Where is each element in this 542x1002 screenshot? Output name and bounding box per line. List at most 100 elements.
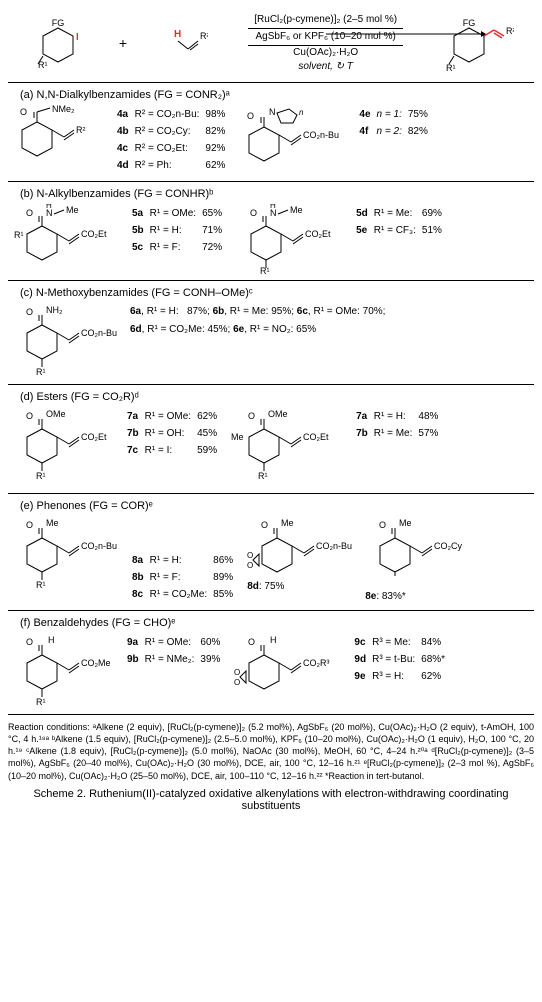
svg-text:R¹: R¹	[446, 63, 456, 71]
svg-text:O: O	[248, 411, 255, 421]
svg-text:O: O	[247, 551, 253, 560]
section-f-title: (f) Benzaldehydes (FG = CHO)ᵉ	[20, 617, 534, 629]
svg-text:OMe: OMe	[46, 409, 66, 419]
svg-text:R²: R²	[200, 31, 208, 41]
fg-label: FG	[52, 18, 65, 28]
section-a-data-1: 4aR² = CO₂n-Bu:98% 4bR² = CO₂Cy:82% 4cR²…	[115, 105, 231, 175]
svg-text:O: O	[234, 668, 240, 677]
svg-text:NH₂: NH₂	[46, 305, 63, 315]
reagent-line-3: Cu(OAc)₂·H₂O	[248, 46, 403, 60]
svg-text:R²: R²	[506, 26, 514, 36]
svg-text:CO₂n-Bu: CO₂n-Bu	[316, 541, 352, 551]
svg-text:R²: R²	[76, 125, 86, 135]
section-c-title: (c) N-Methoxybenzamides (FG = CONH–OMe)ᶜ	[20, 287, 534, 299]
svg-text:R¹: R¹	[36, 580, 46, 590]
section-f-data-2: 9cR³ = Me:84% 9dR³ = t-Bu:68%* 9eR³ = H:…	[352, 633, 451, 686]
section-d: (d) Esters (FG = CO₂R)ᵈ R¹ O OMe CO₂Et 7…	[8, 391, 534, 494]
section-b-title: (b) N-Alkylbenzamides (FG = CONHR)ᵇ	[20, 188, 534, 200]
svg-text:H: H	[174, 29, 181, 40]
svg-text:H: H	[270, 635, 277, 645]
svg-text:O: O	[26, 411, 33, 421]
svg-text:H: H	[76, 32, 78, 43]
svg-text:R¹: R¹	[260, 266, 270, 274]
mol-a-right: O N n CO₂n-Bu	[239, 105, 349, 170]
svg-text:CO₂Et: CO₂Et	[303, 432, 329, 442]
svg-text:O: O	[26, 208, 33, 218]
section-d-data-2: 7aR¹ = H:48% 7bR¹ = Me:57%	[354, 407, 444, 443]
svg-text:O: O	[247, 561, 253, 570]
svg-text:R¹: R¹	[36, 697, 46, 707]
svg-text:O: O	[261, 520, 268, 530]
svg-text:O: O	[250, 208, 257, 218]
svg-text:R¹: R¹	[36, 471, 46, 481]
section-e: (e) Phenones (FG = COR)ᵉ R¹ OMe CO₂n-Bu …	[8, 500, 534, 611]
svg-text:Me: Me	[46, 518, 59, 528]
section-e-title: (e) Phenones (FG = COR)ᵉ	[20, 500, 534, 512]
svg-text:H: H	[270, 204, 276, 210]
section-d-title: (d) Esters (FG = CO₂R)ᵈ	[20, 391, 534, 403]
svg-text:n: n	[299, 108, 304, 117]
mol-f-1: R¹ O H CO₂Me	[12, 633, 117, 708]
svg-text:R¹: R¹	[258, 471, 268, 481]
svg-text:O: O	[247, 111, 254, 121]
mol-f-2: OO OH CO₂R³	[234, 633, 344, 708]
top-scheme: FG H R¹ + H R² [RuCl₂(p-cymene)]₂ (2–5 m…	[8, 8, 534, 83]
reactant-1: FG H R¹	[28, 16, 78, 71]
svg-text:Me: Me	[290, 205, 303, 215]
svg-text:O: O	[248, 637, 255, 647]
svg-text:CO₂Me: CO₂Me	[81, 658, 111, 668]
svg-text:NMe₂: NMe₂	[52, 105, 75, 114]
section-e-data-1: 8aR¹ = H:86% 8bR¹ = F:89% 8cR¹ = CO₂Me:8…	[130, 551, 239, 604]
svg-text:N: N	[269, 107, 276, 117]
section-b: (b) N-Alkylbenzamides (FG = CONHR)ᵇ R¹ O…	[8, 188, 534, 281]
section-b-data-2: 5dR¹ = Me:69% 5eR¹ = CF₃:51%	[354, 204, 448, 240]
section-f: (f) Benzaldehydes (FG = CHO)ᵉ R¹ O H CO₂M…	[8, 617, 534, 715]
mol-e-2-block: OO OMe CO₂n-Bu 8d: 75%	[247, 516, 357, 594]
mol-e-3-block: Br OMe CO₂Cy 8e: 83%*	[365, 516, 465, 604]
svg-text:CO₂n-Bu: CO₂n-Bu	[303, 130, 339, 140]
mol-b-left: R¹ O N H Me CO₂Et	[12, 204, 122, 274]
svg-text:CO₂R³: CO₂R³	[303, 658, 330, 668]
svg-text:O: O	[26, 520, 33, 530]
svg-text:Me: Me	[399, 518, 412, 528]
mol-c: R¹ O NH₂ CO₂n-Bu	[12, 303, 122, 378]
reagent-line-1: [RuCl₂(p-cymene)]₂ (2–5 mol %)	[248, 12, 403, 29]
section-c: (c) N-Methoxybenzamides (FG = CONH–OMe)ᶜ…	[8, 287, 534, 385]
svg-text:R¹: R¹	[14, 230, 24, 240]
svg-text:FG: FG	[462, 18, 475, 28]
mol-e-1: R¹ O Me CO₂n-Bu	[12, 516, 122, 596]
product: FG R² R¹	[444, 16, 514, 71]
svg-text:CO₂Cy: CO₂Cy	[434, 541, 462, 551]
reagent-block: [RuCl₂(p-cymene)]₂ (2–5 mol %) AgSbF₆ or…	[248, 12, 403, 74]
svg-text:O: O	[26, 637, 33, 647]
svg-text:O: O	[26, 307, 33, 317]
svg-text:CO₂n-Bu: CO₂n-Bu	[81, 328, 117, 338]
svg-text:OMe: OMe	[268, 409, 288, 419]
mol-b-right: R¹ O NH Me CO₂Et	[236, 204, 346, 274]
reagent-line-4: solvent, ↻ T	[248, 60, 403, 74]
section-d-data-1: 7aR¹ = OMe:62% 7bR¹ = OH:45% 7cR¹ = I:59…	[125, 407, 223, 460]
footnotes: Reaction conditions: ᵃAlkene (2 equiv), …	[8, 721, 534, 782]
svg-text:O: O	[379, 520, 386, 530]
svg-text:Me: Me	[66, 205, 79, 215]
section-b-data-1: 5aR¹ = OMe:65% 5bR¹ = H:71% 5cR¹ = F:72%	[130, 204, 228, 257]
svg-text:CO₂n-Bu: CO₂n-Bu	[81, 541, 117, 551]
mol-d-right: Me R¹ O OMe CO₂Et	[231, 407, 346, 487]
section-f-data-1: 9aR¹ = OMe:60% 9bR¹ = NMe₂:39%	[125, 633, 226, 669]
svg-text:R¹: R¹	[36, 367, 46, 377]
svg-text:CO₂Et: CO₂Et	[305, 229, 331, 239]
mol-a-left: O NMe₂ R²	[12, 105, 107, 170]
svg-text:H: H	[48, 635, 55, 645]
svg-text:Me: Me	[281, 518, 294, 528]
svg-text:O: O	[20, 107, 27, 117]
section-a-title: (a) N,N-Dialkylbenzamides (FG = CONR₂)ᵃ	[20, 89, 534, 101]
scheme-caption: Scheme 2. Ruthenium(II)-catalyzed oxidat…	[8, 788, 534, 812]
reactant-2: H R²	[168, 23, 208, 63]
svg-text:H: H	[46, 204, 52, 210]
plus-sign: +	[119, 35, 127, 51]
svg-text:CO₂Et: CO₂Et	[81, 432, 107, 442]
svg-text:CO₂Et: CO₂Et	[81, 229, 107, 239]
section-a: (a) N,N-Dialkylbenzamides (FG = CONR₂)ᵃ …	[8, 89, 534, 182]
svg-text:Me: Me	[231, 432, 244, 442]
section-c-data: 6a, R¹ = H: 87%; 6b, R¹ = Me: 95%; 6c, R…	[130, 303, 385, 339]
